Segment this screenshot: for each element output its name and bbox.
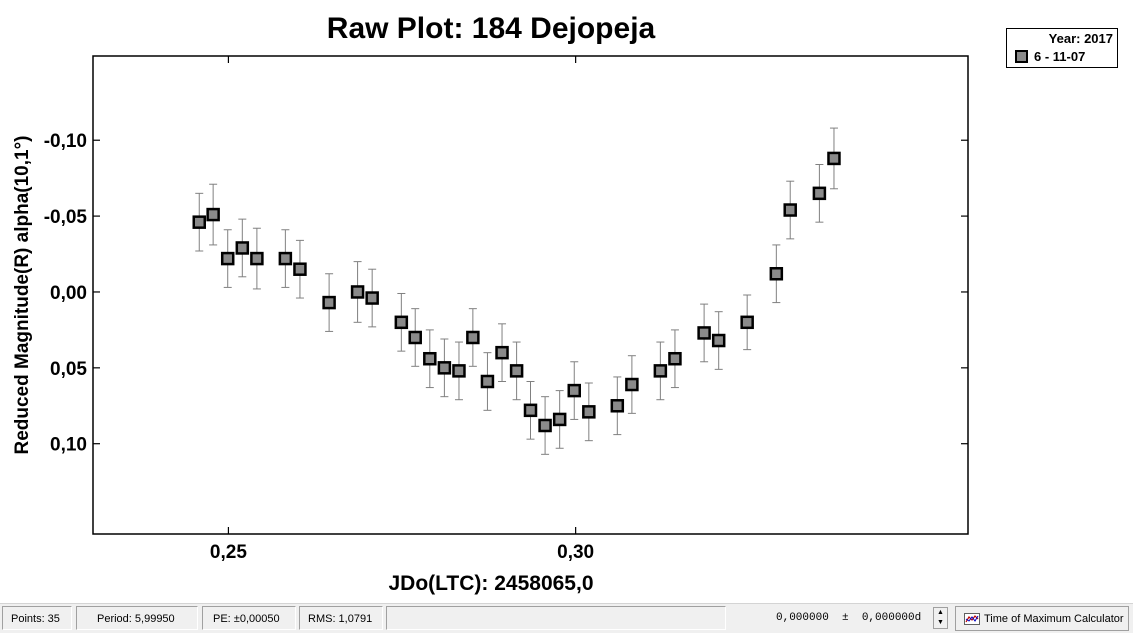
plot-area	[92, 55, 969, 535]
legend: Year: 2017 6 - 11-07	[1006, 28, 1118, 68]
chart-line-icon	[964, 612, 980, 625]
tmc-label: Time of Maximum Calculator	[984, 612, 1124, 625]
data-point	[538, 418, 552, 433]
x-tick-label: 0,25	[210, 542, 247, 563]
data-point	[509, 364, 524, 378]
data-point	[278, 251, 293, 266]
data-point	[206, 207, 220, 222]
legend-series-label: 6 - 11-07	[1034, 49, 1086, 64]
data-point	[394, 315, 409, 330]
data-point	[668, 351, 682, 366]
spinner-down-icon[interactable]: ▼	[937, 619, 944, 626]
legend-year: Year: 2017	[1048, 31, 1113, 46]
y-tick-label: -0,10	[44, 131, 87, 152]
spinner-updown-icon[interactable]: ▲ ▼	[933, 607, 948, 629]
y-tick-label: -0,05	[44, 207, 88, 228]
y-tick-label: 0,10	[50, 435, 87, 456]
data-point	[523, 403, 538, 418]
data-point	[812, 186, 827, 201]
time-of-maximum-calculator-button[interactable]: Time of Maximum Calculator	[955, 606, 1129, 631]
data-point	[250, 251, 264, 266]
status-value: 0,000000 ± 0,000000d	[776, 612, 922, 624]
status-pe: PE: ±0,00050	[202, 606, 296, 630]
y-tick-label: 0,05	[50, 359, 87, 380]
data-point	[452, 364, 466, 378]
status-empty	[386, 606, 726, 630]
chart: Raw Plot: 184 Dejopeja -0,10 -0,05 0,00 0,0…	[12, 12, 969, 595]
data-point	[235, 241, 250, 255]
data-point	[625, 377, 639, 392]
data-point	[423, 351, 437, 366]
status-period: Period: 5,99950	[76, 606, 198, 630]
x-axis-label: JDo(LTC): 2458065,0	[388, 572, 593, 595]
status-bar: Points: 35 Period: 5,99950 PE: ±0,00050 …	[0, 603, 1133, 633]
data-point	[293, 262, 307, 276]
data-point	[408, 330, 422, 345]
data-point	[567, 383, 581, 398]
data-point	[322, 295, 336, 310]
data-point	[740, 315, 754, 330]
data-point	[697, 326, 711, 340]
status-points: Points: 35	[2, 606, 72, 630]
data-point	[783, 203, 797, 217]
data-point	[480, 374, 495, 389]
data-point	[350, 285, 365, 299]
data-point	[552, 412, 567, 427]
data-point	[827, 151, 841, 166]
data-point	[582, 405, 596, 419]
legend-entry: 6 - 11-07	[1015, 49, 1085, 64]
data-point	[610, 399, 625, 413]
data-point	[365, 291, 379, 305]
data-point	[495, 345, 509, 360]
chart-title: Raw Plot: 184 Dejopeja	[327, 12, 656, 45]
data-point	[437, 361, 452, 375]
data-point	[192, 215, 206, 229]
x-tick-label: 0,30	[557, 542, 594, 563]
data-point	[711, 333, 726, 348]
y-tick-label: 0,00	[50, 283, 87, 304]
data-point	[466, 330, 480, 345]
spinner-up-icon[interactable]: ▲	[937, 609, 944, 616]
data-point	[769, 267, 784, 281]
legend-marker-icon	[1015, 50, 1028, 63]
data-point	[653, 364, 668, 378]
y-axis-label: Reduced Magnitude(R) alpha(10,1°)	[12, 135, 33, 454]
data-point	[220, 251, 235, 266]
status-rms: RMS: 1,0791	[299, 606, 383, 630]
